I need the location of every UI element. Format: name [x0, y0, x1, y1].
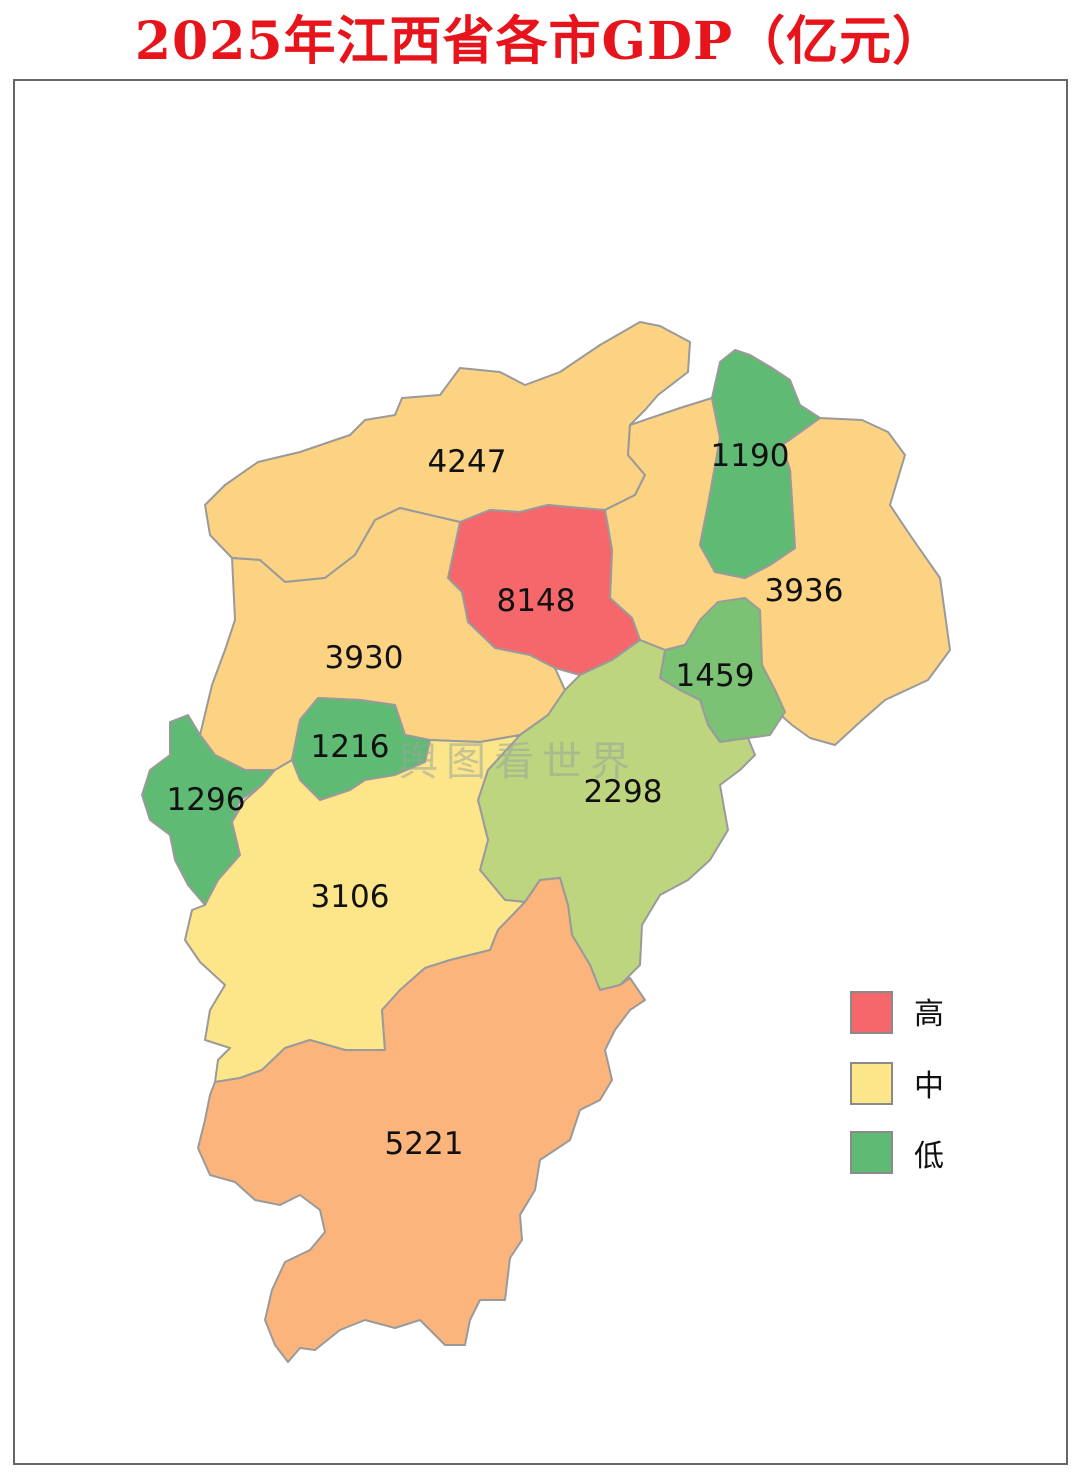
value-label-shangrao: 3936	[765, 573, 844, 609]
region-jingdezhen[interactable]	[699, 349, 821, 579]
value-label-fuzhou: 2298	[584, 774, 663, 810]
value-label-nanchang: 8148	[497, 583, 576, 619]
legend-label-mid: 中	[914, 1069, 944, 1104]
value-label-xinyu: 1216	[311, 729, 390, 765]
value-label-jiujiang: 4247	[428, 444, 507, 480]
legend: 高 中 低	[850, 991, 944, 1174]
value-label-jingdezhen: 1190	[711, 438, 790, 474]
map-title: 2025年江西省各市GDP（亿元）	[134, 11, 946, 72]
legend-label-low: 低	[914, 1139, 944, 1174]
legend-swatch-high	[850, 991, 893, 1034]
watermark-text: 舆图看世界	[398, 739, 638, 785]
map-frame	[13, 79, 1068, 1465]
value-label-ganzhou: 5221	[385, 1126, 464, 1162]
legend-swatch-mid	[850, 1062, 893, 1105]
value-label-yingtan: 1459	[676, 658, 755, 694]
value-label-yichun: 3930	[325, 640, 404, 676]
legend-label-high: 高	[914, 997, 944, 1032]
region-ganzhou[interactable]	[197, 877, 646, 1363]
legend-swatch-low	[850, 1131, 893, 1174]
value-label-pingxiang: 1296	[167, 782, 246, 818]
value-label-jian: 3106	[311, 879, 390, 915]
